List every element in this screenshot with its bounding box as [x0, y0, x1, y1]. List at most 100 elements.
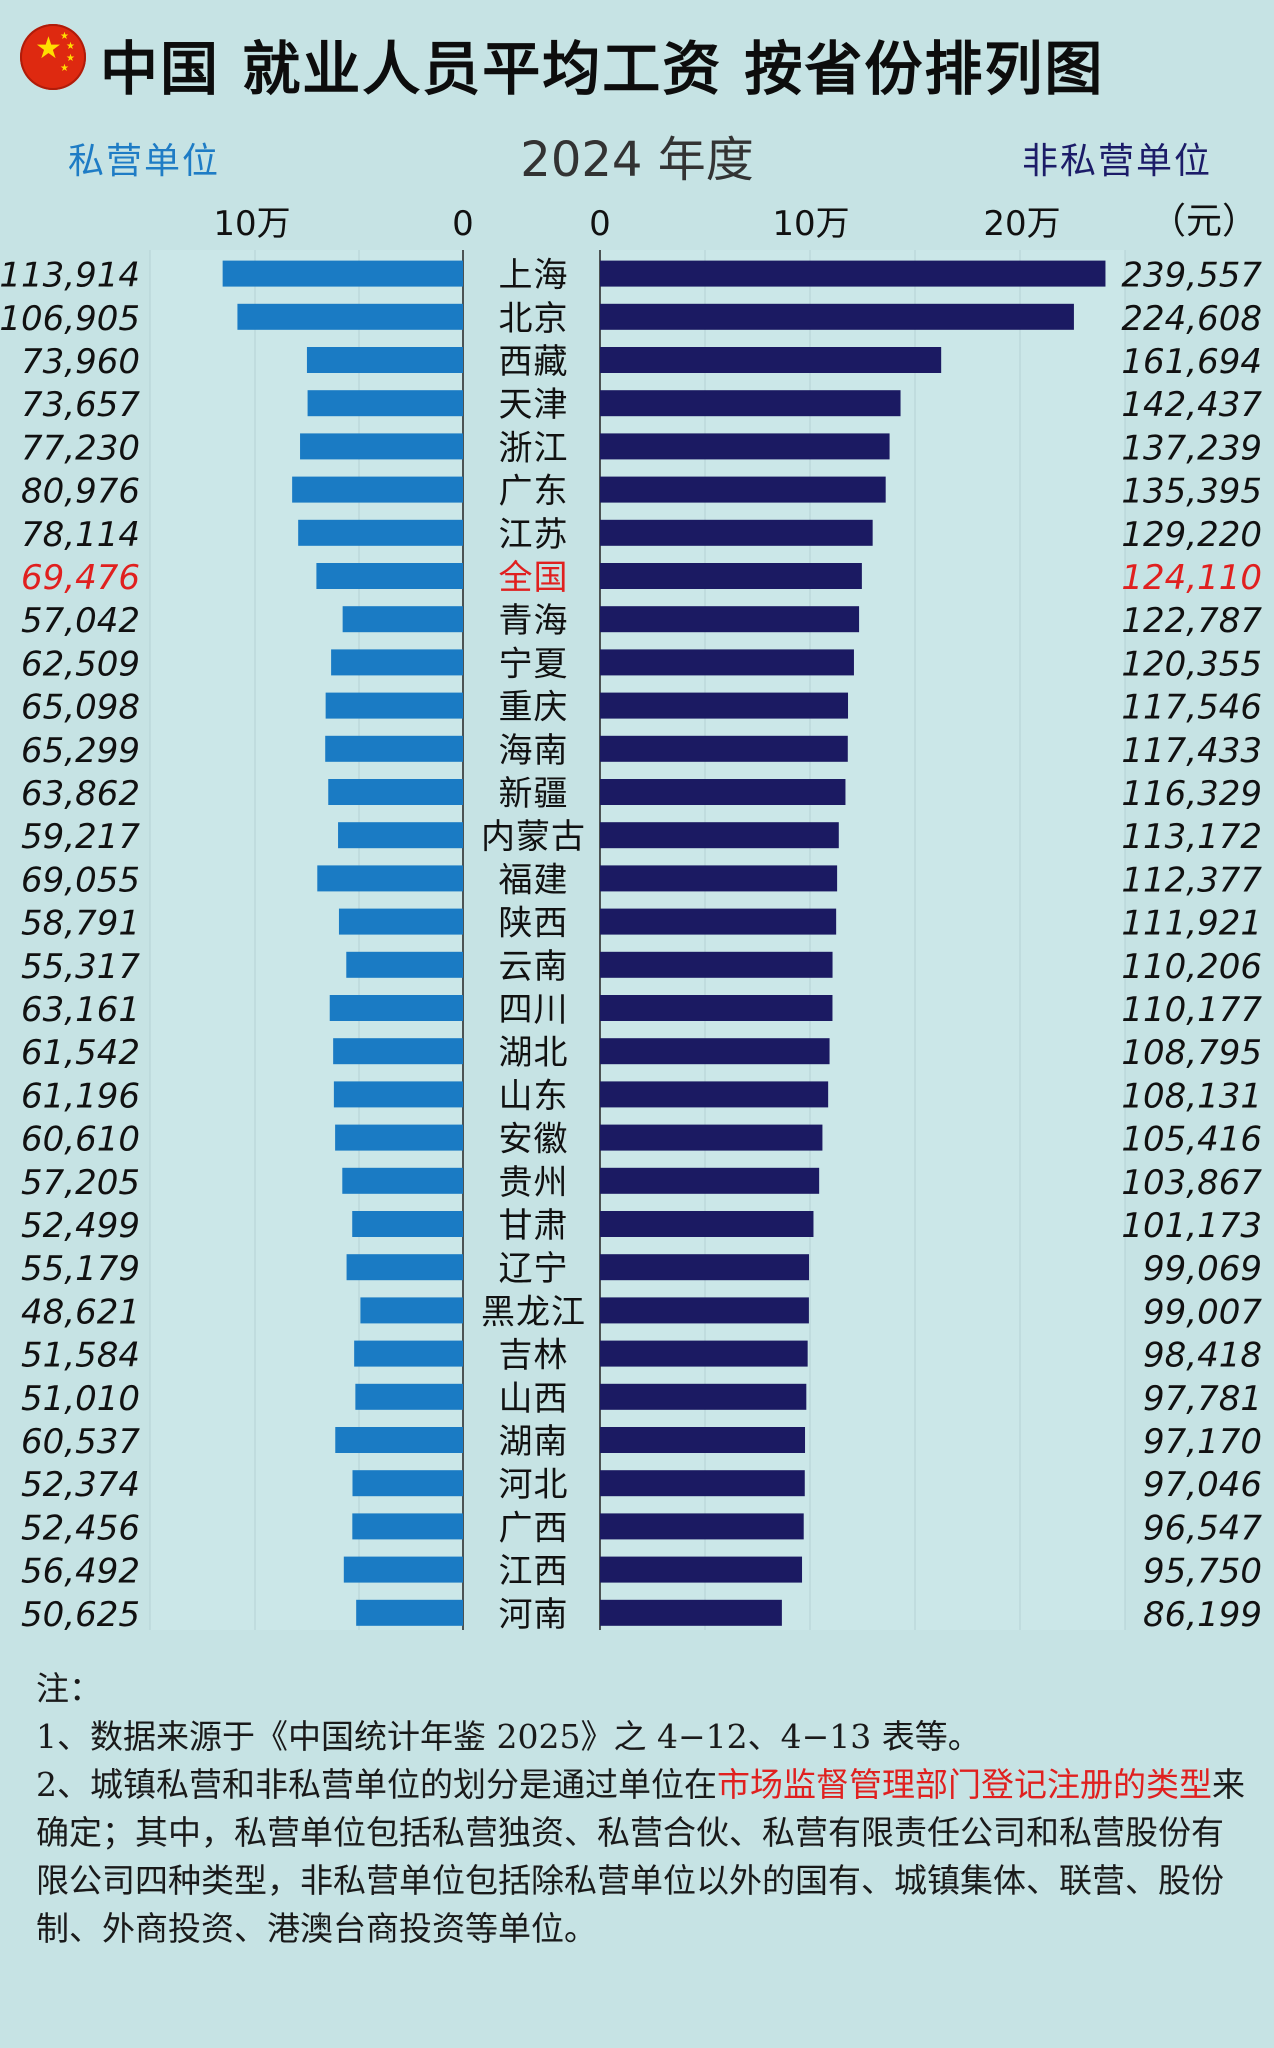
private-bar	[335, 1427, 463, 1453]
private-value-label: 52,499	[21, 1206, 140, 1246]
category-label: 广东	[499, 472, 569, 512]
category-label: 四川	[499, 990, 569, 1030]
nonprivate-bar	[600, 822, 839, 849]
private-bar	[338, 822, 463, 849]
private-bar	[328, 779, 463, 805]
private-value-label: 52,456	[21, 1508, 140, 1548]
nonprivate-bar	[600, 1427, 806, 1453]
private-series-label: 私营单位	[68, 141, 221, 182]
nonprivate-value-label: 110,177	[1121, 990, 1262, 1030]
category-label: 山西	[499, 1379, 569, 1419]
private-value-label: 113,914	[0, 256, 140, 296]
nonprivate-bar	[600, 390, 901, 417]
category-label: 江西	[499, 1552, 569, 1592]
category-label: 内蒙古	[481, 817, 586, 857]
private-bar	[342, 1167, 463, 1194]
private-value-label: 80,976	[21, 472, 140, 512]
private-value-label: 57,042	[21, 601, 140, 641]
nonprivate-value-label: 113,172	[1121, 817, 1262, 857]
private-bar	[335, 1124, 463, 1151]
category-label: 陕西	[499, 904, 569, 944]
nonprivate-bar	[600, 1254, 810, 1281]
private-bar	[329, 995, 463, 1021]
private-bar	[222, 260, 463, 287]
nonprivate-value-label: 224,608	[1121, 299, 1262, 339]
nonprivate-bar	[600, 606, 860, 633]
category-label: 上海	[499, 256, 569, 296]
nonprivate-value-label: 137,239	[1121, 428, 1262, 468]
chart-subtitle: 2024 年度	[520, 132, 754, 188]
nonprivate-value-label: 108,795	[1121, 1033, 1262, 1073]
private-bar	[346, 1254, 463, 1281]
private-bar	[307, 390, 463, 417]
private-value-label: 50,625	[21, 1595, 140, 1635]
category-label: 云南	[499, 947, 569, 987]
nonprivate-bar	[600, 1340, 808, 1367]
private-bar	[237, 303, 463, 330]
private-bar	[352, 1211, 463, 1237]
private-value-label: 60,610	[21, 1120, 140, 1160]
nonprivate-value-label: 117,433	[1121, 731, 1262, 771]
category-label: 黑龙江	[481, 1292, 586, 1332]
note-definition-part1: 2、城镇私营和非私营单位的划分是通过单位在	[36, 1765, 717, 1804]
category-label: 北京	[499, 299, 569, 339]
category-label: 河北	[499, 1465, 569, 1505]
private-bar	[352, 1470, 463, 1497]
category-label: 浙江	[499, 428, 569, 468]
private-bar	[360, 1297, 463, 1324]
private-value-label: 61,196	[21, 1076, 140, 1116]
nonprivate-value-label: 103,867	[1121, 1163, 1262, 1203]
nonprivate-bar	[600, 303, 1074, 330]
private-bar	[356, 1599, 463, 1626]
note-definition-highlight: 市场监督管理部门登记注册的类型	[717, 1765, 1212, 1804]
nonprivate-bar	[600, 1513, 804, 1540]
nonprivate-bar	[600, 1599, 782, 1626]
nonprivate-value-label: 122,787	[1121, 601, 1262, 641]
private-bar	[292, 476, 463, 503]
private-bar	[338, 908, 463, 935]
private-bar	[298, 519, 463, 546]
category-label: 湖南	[499, 1422, 569, 1462]
private-bar	[306, 347, 463, 373]
private-bar	[331, 649, 463, 676]
right-axis-tick-label: 20万	[983, 204, 1060, 244]
category-label: 吉林	[499, 1336, 569, 1376]
nonprivate-bar	[600, 1211, 814, 1237]
category-label: 新疆	[499, 774, 569, 814]
category-label: 天津	[499, 385, 569, 425]
nonprivate-bar	[600, 995, 833, 1021]
private-bar	[300, 433, 463, 460]
nonprivate-bar	[600, 908, 837, 935]
nonprivate-bar	[600, 865, 838, 892]
private-value-label: 73,960	[21, 342, 140, 382]
private-value-label: 59,217	[21, 817, 140, 857]
nonprivate-value-label: 108,131	[1121, 1076, 1262, 1116]
nonprivate-value-label: 99,069	[1143, 1249, 1262, 1289]
category-label: 海南	[499, 731, 569, 771]
nonprivate-bar	[600, 563, 862, 589]
nonprivate-value-label: 99,007	[1143, 1292, 1262, 1332]
private-bar	[317, 865, 463, 892]
nonprivate-value-label: 95,750	[1143, 1552, 1262, 1592]
nonprivate-bar	[600, 1383, 807, 1410]
private-bar	[352, 1513, 463, 1540]
private-value-label: 65,299	[21, 731, 140, 771]
nonprivate-bar	[600, 951, 833, 978]
nonprivate-bar	[600, 433, 890, 460]
category-label: 青海	[499, 601, 569, 641]
private-value-label: 63,862	[21, 774, 140, 814]
category-label: 山东	[499, 1076, 569, 1116]
private-value-label: 77,230	[21, 428, 140, 468]
china-flag-icon: ★ ★ ★ ★ ★	[20, 24, 86, 90]
nonprivate-value-label: 124,110	[1121, 558, 1262, 598]
private-value-label: 55,179	[21, 1249, 140, 1289]
private-bar	[342, 606, 463, 633]
nonprivate-value-label: 110,206	[1121, 947, 1262, 987]
private-value-label: 56,492	[21, 1552, 140, 1592]
nonprivate-bar	[600, 735, 848, 762]
unit-label: （元）	[1150, 201, 1259, 242]
right-axis-tick-label: 10万	[772, 204, 849, 244]
category-label: 西藏	[499, 342, 569, 382]
nonprivate-bar	[600, 1167, 820, 1194]
